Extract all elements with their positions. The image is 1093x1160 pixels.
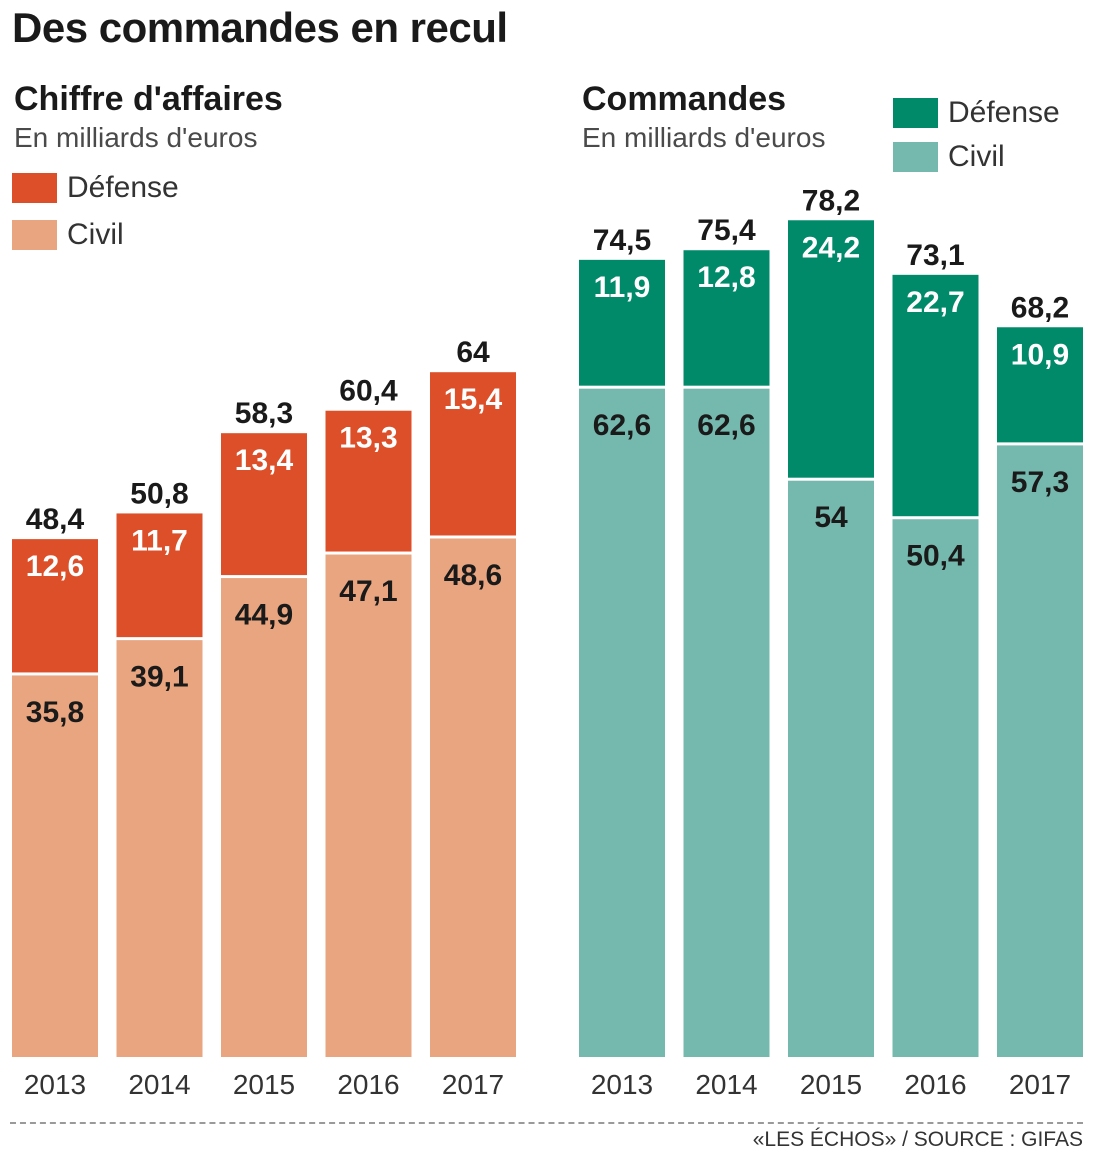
label-civil-value: 47,1 xyxy=(339,575,397,608)
label-total-value: 48,4 xyxy=(26,503,85,536)
x-tick-label: 2016 xyxy=(337,1069,399,1100)
label-defense-value: 12,8 xyxy=(697,261,755,294)
panel-subtitle-orders: En milliards d'euros xyxy=(582,122,826,153)
label-total-value: 68,2 xyxy=(1011,291,1069,324)
label-total-value: 73,1 xyxy=(906,239,964,272)
label-civil-value: 54 xyxy=(814,501,848,534)
bar-civil xyxy=(116,638,203,1057)
label-total-value: 60,4 xyxy=(339,375,398,408)
bar-separator xyxy=(788,477,874,481)
bar-civil xyxy=(430,536,516,1057)
x-tick-label: 2014 xyxy=(695,1069,757,1100)
bar-defense xyxy=(116,513,203,639)
legend-label: Civil xyxy=(948,140,1005,173)
legend-label: Défense xyxy=(948,96,1060,129)
bar-separator xyxy=(892,516,979,520)
legend-orders-defense: Défense xyxy=(893,95,1060,131)
bar-civil xyxy=(12,673,98,1057)
bar-separator xyxy=(997,442,1083,446)
label-total-value: 50,8 xyxy=(130,477,188,510)
x-tick-label: 2015 xyxy=(800,1069,862,1100)
source-credit: «LES ÉCHOS» / SOURCE : GIFAS xyxy=(752,1128,1083,1151)
x-tick-label: 2017 xyxy=(442,1069,504,1100)
label-civil-value: 62,6 xyxy=(593,409,651,442)
legend-label: Civil xyxy=(67,218,124,251)
bar-defense xyxy=(683,250,770,388)
legend-swatch-defense xyxy=(12,173,57,203)
label-total-value: 78,2 xyxy=(802,184,860,217)
bar-separator xyxy=(221,575,307,579)
bar-separator xyxy=(430,535,516,539)
bar-civil xyxy=(683,387,770,1057)
bar-separator xyxy=(683,385,770,389)
bar-separator xyxy=(325,551,412,555)
bar-civil xyxy=(788,479,874,1057)
legend-revenue-defense: Défense xyxy=(12,170,179,206)
bar-defense xyxy=(788,220,874,480)
bar-defense xyxy=(12,539,98,674)
x-tick-label: 2013 xyxy=(591,1069,653,1100)
label-defense-value: 11,9 xyxy=(594,271,651,304)
x-tick-label: 2014 xyxy=(128,1069,190,1100)
footer-divider xyxy=(10,1122,1083,1124)
label-civil-value: 39,1 xyxy=(130,661,188,694)
bar-civil xyxy=(325,553,412,1057)
label-defense-value: 22,7 xyxy=(906,286,964,319)
panel-title-revenue: Chiffre d'affaires xyxy=(14,80,283,118)
label-defense-value: 12,6 xyxy=(26,550,84,583)
legend-revenue-civil: Civil xyxy=(12,217,124,253)
label-total-value: 58,3 xyxy=(235,397,293,430)
bar-civil xyxy=(997,443,1083,1057)
label-civil-value: 44,9 xyxy=(235,599,293,632)
label-defense-value: 15,4 xyxy=(444,383,503,416)
label-total-value: 64 xyxy=(456,336,490,369)
bar-defense xyxy=(892,274,979,518)
bar-defense xyxy=(997,327,1083,444)
label-civil-value: 62,6 xyxy=(697,409,755,442)
label-defense-value: 13,3 xyxy=(339,422,397,455)
panel-title-orders: Commandes xyxy=(582,80,787,118)
label-defense-value: 13,4 xyxy=(235,444,294,477)
bar-civil xyxy=(221,576,307,1057)
bar-civil xyxy=(892,517,979,1057)
bar-defense xyxy=(430,372,516,537)
label-defense-value: 11,7 xyxy=(131,524,188,557)
legend-swatch-civil xyxy=(12,220,57,250)
x-tick-label: 2013 xyxy=(24,1069,86,1100)
bar-defense xyxy=(579,259,665,388)
bar-separator xyxy=(579,385,665,389)
panel-subtitle-revenue: En milliards d'euros xyxy=(14,122,258,153)
label-defense-value: 10,9 xyxy=(1011,338,1069,371)
legend-orders-civil: Civil xyxy=(893,139,1005,175)
bar-defense xyxy=(221,433,307,577)
label-civil-value: 35,8 xyxy=(26,696,84,729)
legend-label: Défense xyxy=(67,171,179,204)
label-civil-value: 57,3 xyxy=(1011,466,1069,499)
x-tick-label: 2016 xyxy=(904,1069,966,1100)
bar-civil xyxy=(579,387,665,1057)
label-defense-value: 24,2 xyxy=(802,231,860,264)
legend-swatch-defense xyxy=(893,98,938,128)
bar-separator xyxy=(12,672,98,676)
legend-swatch-civil xyxy=(893,142,938,172)
main-title: Des commandes en recul xyxy=(12,4,508,51)
label-civil-value: 50,4 xyxy=(906,540,965,573)
bar-defense xyxy=(325,410,412,554)
x-tick-label: 2017 xyxy=(1009,1069,1071,1100)
x-tick-label: 2015 xyxy=(233,1069,295,1100)
label-total-value: 75,4 xyxy=(697,214,756,247)
bar-separator xyxy=(116,637,203,641)
label-total-value: 74,5 xyxy=(593,224,651,257)
label-civil-value: 48,6 xyxy=(444,559,502,592)
